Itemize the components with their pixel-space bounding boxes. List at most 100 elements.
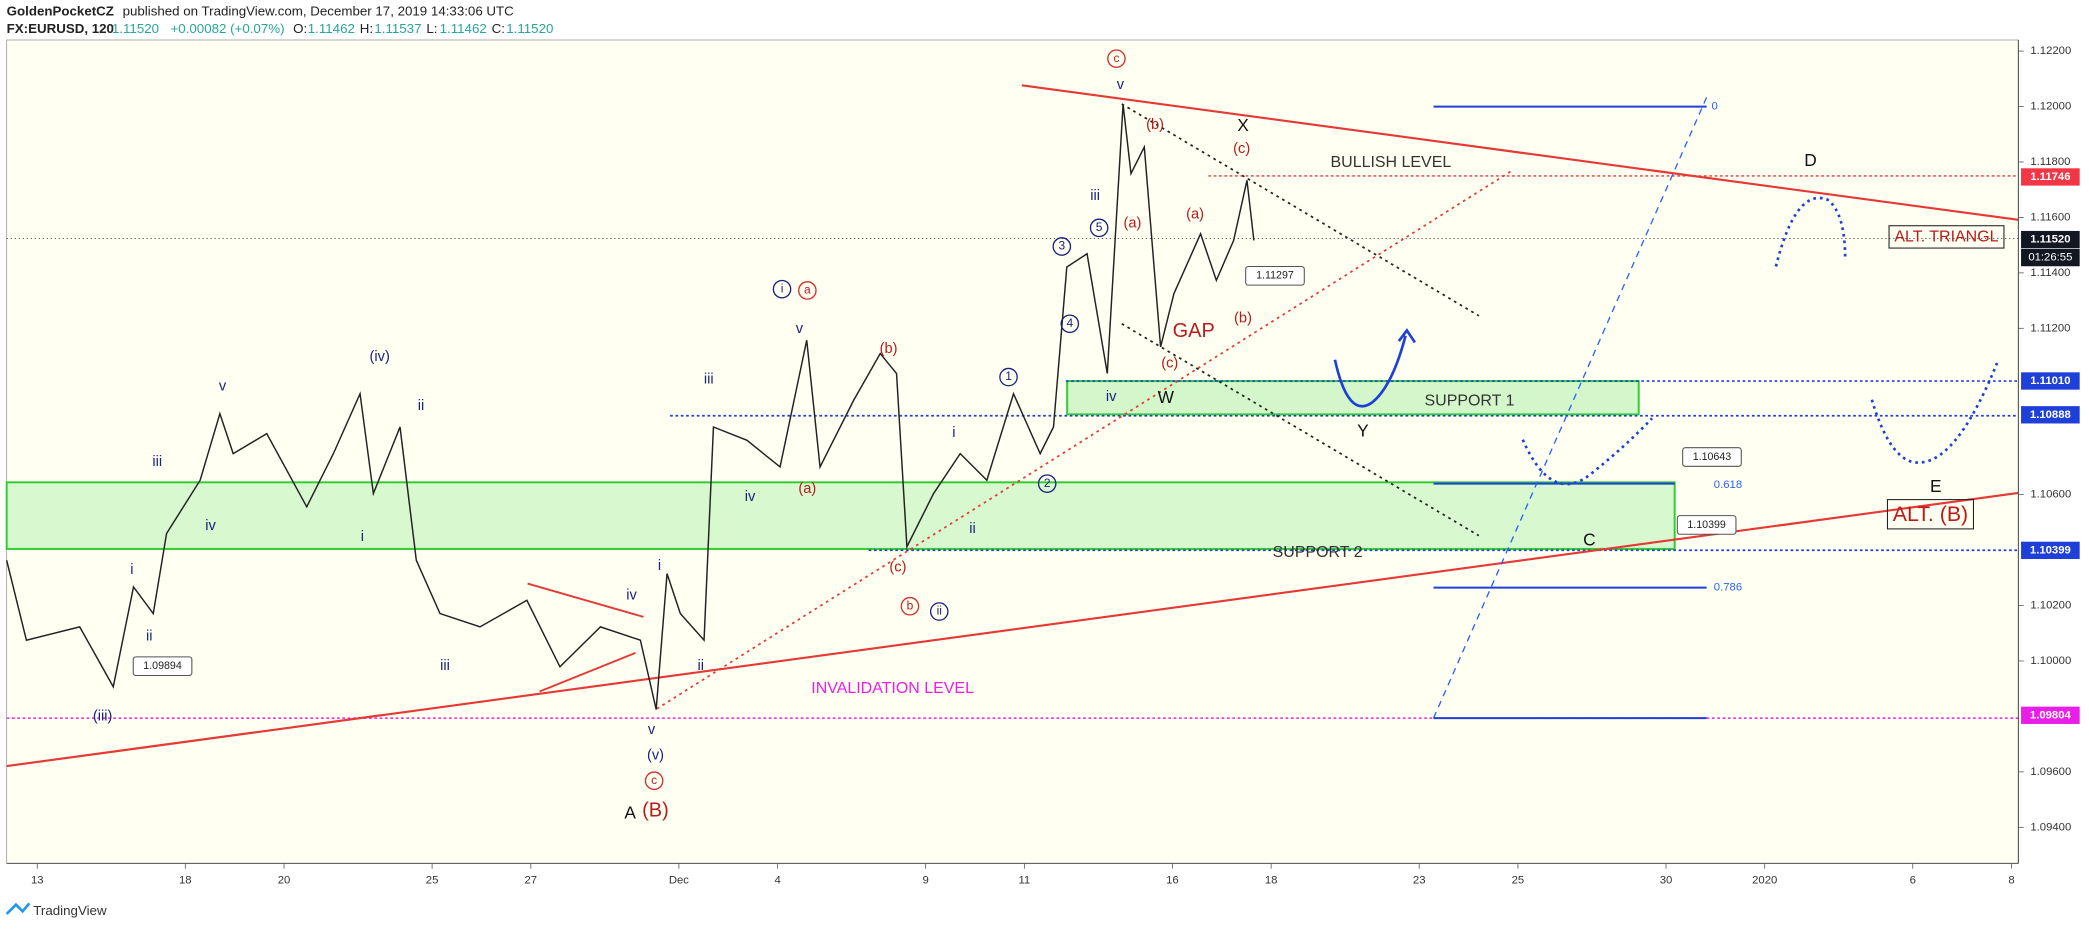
projection-arrow bbox=[1333, 335, 1407, 408]
countdown: 01:26:55 bbox=[2028, 252, 2072, 264]
arrow-head bbox=[1397, 328, 1416, 344]
trendline bbox=[1121, 103, 1480, 317]
annotation: 5 bbox=[1096, 220, 1103, 234]
price-badge-label: 1.10399 bbox=[2030, 544, 2071, 556]
x-tick-label: 16 bbox=[1166, 875, 1179, 887]
c-label: C: bbox=[492, 21, 505, 36]
drawings bbox=[5, 84, 2019, 768]
wave-circle bbox=[644, 771, 664, 791]
y-tick-label: 1.11600 bbox=[2030, 211, 2070, 223]
annotation: (a) bbox=[1123, 216, 1141, 232]
x-tick-label: 2020 bbox=[1752, 875, 1777, 887]
price-badge-label: 1.11520 bbox=[2030, 234, 2070, 246]
annotation: SUPPORT 1 bbox=[1425, 392, 1515, 409]
annotation: iv bbox=[745, 489, 756, 505]
annotation: D bbox=[1804, 150, 1817, 170]
annotation: ALT. TRIANGL bbox=[1894, 228, 1998, 245]
annotation: Y bbox=[1357, 420, 1369, 440]
annotation: iii bbox=[440, 658, 450, 674]
trendline bbox=[1021, 84, 2019, 221]
price-badge bbox=[2021, 230, 2080, 249]
h: 1.11537 bbox=[374, 21, 421, 36]
h-label: H: bbox=[360, 21, 373, 36]
annotation: i bbox=[658, 558, 661, 574]
annotation: i bbox=[952, 425, 955, 441]
x-tick-label: 8 bbox=[2008, 875, 2014, 887]
wave-circle bbox=[999, 367, 1018, 387]
annotation: iii bbox=[152, 454, 162, 470]
published: published on TradingView.com, December 1… bbox=[123, 4, 515, 19]
y-tick-label: 1.12000 bbox=[2030, 101, 2071, 113]
l-label: L: bbox=[426, 21, 437, 36]
annotation: ii bbox=[698, 658, 705, 674]
symbol: FX:EURUSD, 120 bbox=[7, 21, 114, 36]
annotation: c bbox=[651, 773, 657, 787]
x-tick-label: 20 bbox=[278, 875, 291, 887]
annotation: (B) bbox=[642, 800, 669, 822]
x-tick-label: Dec bbox=[669, 875, 689, 887]
annotation: (iii) bbox=[93, 709, 113, 725]
o: 1.11462 bbox=[308, 21, 355, 36]
annotation: (b) bbox=[1146, 117, 1164, 133]
annotation: (b) bbox=[1234, 310, 1252, 326]
annotation: v bbox=[648, 722, 656, 738]
annotation: 1.10399 bbox=[1687, 519, 1726, 531]
wave-circle bbox=[900, 596, 920, 616]
annotation: 0 bbox=[1711, 101, 1717, 113]
annotation: (v) bbox=[647, 747, 664, 763]
x-tick-label: 18 bbox=[179, 875, 192, 887]
wave-circle bbox=[929, 602, 949, 621]
projection-path bbox=[1521, 417, 1653, 486]
wave-circle bbox=[772, 279, 792, 299]
footer-text: TradingView bbox=[33, 903, 107, 918]
wave-circle bbox=[1107, 49, 1126, 68]
annotation: (b) bbox=[880, 341, 898, 357]
price-badge bbox=[2021, 168, 2080, 186]
annotation: 0.786 bbox=[1714, 582, 1742, 594]
footer: TradingView bbox=[5, 902, 107, 918]
o-label: O: bbox=[293, 21, 307, 36]
x-tick-label: 13 bbox=[31, 875, 44, 887]
price-series bbox=[5, 104, 1255, 710]
x-tick-label: 4 bbox=[774, 875, 780, 887]
price-badge bbox=[2021, 541, 2080, 560]
annotation: (a) bbox=[1186, 206, 1204, 222]
y-tick-label: 1.10600 bbox=[2030, 489, 2071, 501]
price-badge-label: 1.10888 bbox=[2030, 409, 2071, 421]
annotation: ii bbox=[969, 521, 976, 537]
annotation: i bbox=[361, 529, 364, 545]
label-box bbox=[1888, 225, 2005, 249]
annotation: (a) bbox=[798, 481, 816, 497]
x-tick-label: 9 bbox=[923, 875, 929, 887]
wave-circle bbox=[1060, 314, 1080, 334]
x-tick-label: 30 bbox=[1660, 875, 1673, 887]
price-badge bbox=[2021, 706, 2080, 724]
annotations: (iii)iiiiiiivv(iv)iiiiiiiviiiv(v)iiiivvi… bbox=[93, 49, 2005, 823]
wave-circle bbox=[1052, 237, 1072, 256]
price-badge-label: 1.09804 bbox=[2030, 709, 2072, 721]
annotation: BULLISH LEVEL bbox=[1331, 154, 1452, 171]
annotation: v bbox=[219, 378, 227, 394]
price-badge bbox=[2021, 372, 2080, 390]
y-tick-label: 1.10000 bbox=[2030, 655, 2071, 667]
annotation: A bbox=[624, 803, 636, 823]
l: 1.11462 bbox=[440, 21, 487, 36]
change: +0.00082 (+0.07%) bbox=[171, 21, 285, 36]
annotation: iv bbox=[626, 587, 637, 603]
publisher: GoldenPocketCZ bbox=[7, 4, 114, 19]
trendline bbox=[539, 651, 636, 693]
y-tick-label: 1.10200 bbox=[2030, 600, 2071, 612]
wave-circle bbox=[1037, 474, 1057, 493]
annotation: GAP bbox=[1173, 320, 1215, 342]
y-tick-label: 1.11200 bbox=[2030, 322, 2070, 334]
annotation: 3 bbox=[1058, 239, 1065, 253]
annotation: ii bbox=[937, 604, 942, 618]
annotation: 1 bbox=[1005, 369, 1012, 383]
annotation: iii bbox=[704, 372, 714, 388]
trendline bbox=[1121, 323, 1480, 537]
annotation: c bbox=[1113, 51, 1119, 65]
annotation: (c) bbox=[889, 559, 906, 575]
countdown-badge bbox=[2021, 248, 2080, 267]
annotation: 2 bbox=[1044, 476, 1051, 490]
